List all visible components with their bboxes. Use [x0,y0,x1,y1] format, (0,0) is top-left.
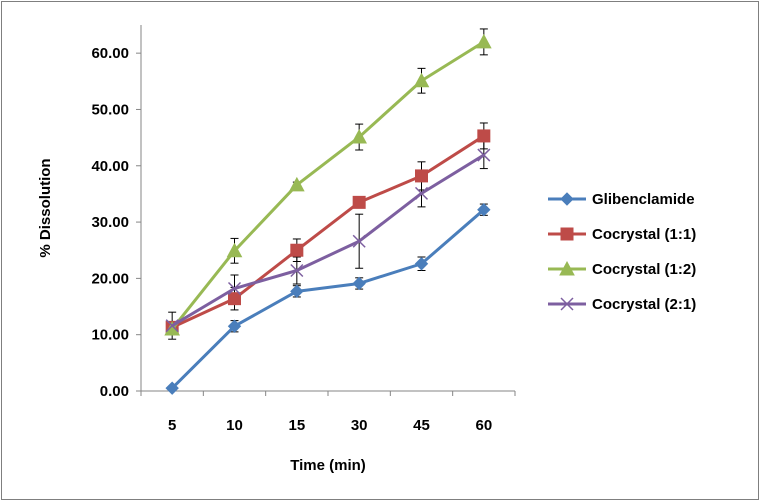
x-tick-label: 5 [168,417,176,434]
x-tick-label: 15 [288,417,305,434]
data-point [290,284,304,299]
y-tick-label: 10.00 [91,327,129,344]
legend-marker [559,260,575,276]
data-point [288,176,305,192]
legend-label: Cocrystal (2:1) [592,296,696,313]
data-point [290,263,304,278]
x-axis-title: Time (min) [290,457,366,474]
y-tick-label: 50.00 [91,101,129,118]
data-point [228,292,241,306]
x-tick-label: 45 [413,417,430,434]
legend-label: Glibenclamide [592,191,695,208]
marker-stroke [477,148,491,162]
legend-entry: Cocrystal (1:1) [548,226,696,243]
legend-marker [560,297,574,311]
marker-stroke [165,319,179,333]
series-line-3 [171,153,485,327]
data-point [475,33,492,49]
data-point [227,319,242,333]
legend-marker [560,192,574,206]
data-point [227,281,242,296]
data-point [290,243,304,257]
data-point [415,169,428,183]
y-axis-title: % Dissolution [37,158,54,257]
data-point [477,148,491,162]
y-tick-label: 60.00 [91,45,129,62]
legend-entry: Cocrystal (1:2) [548,260,696,278]
marker-stroke [352,234,366,248]
legend-marker [560,227,574,241]
legend-label: Cocrystal (1:1) [592,226,696,243]
data-point [352,195,366,209]
data-point [352,234,366,248]
y-tick-label: 40.00 [91,158,129,175]
legend-label: Cocrystal (1:2) [592,261,696,278]
legend-entry: Cocrystal (2:1) [548,296,696,313]
marker-stroke [414,186,429,200]
data-point [414,257,429,271]
marker-stroke [227,281,242,296]
legend-entry: Glibenclamide [548,191,695,208]
series-line-2 [170,40,485,330]
y-tick-label: 30.00 [91,214,129,231]
data-point [477,129,491,143]
x-tick-label: 30 [351,417,368,434]
y-tick-label: 20.00 [91,270,129,287]
data-point [165,319,179,333]
data-point [352,276,366,291]
data-point [165,381,179,395]
marker-stroke [290,263,304,278]
x-tick-label: 10 [226,417,243,434]
data-point [477,202,491,217]
series-line-1 [171,134,485,329]
data-point [226,242,243,258]
marker-stroke [560,297,574,311]
data-point [351,128,368,144]
y-tick-label: 0.00 [100,383,129,400]
data-point [414,186,429,200]
data-point [413,72,430,88]
x-tick-label: 60 [475,417,492,434]
series-line-0 [171,208,485,390]
